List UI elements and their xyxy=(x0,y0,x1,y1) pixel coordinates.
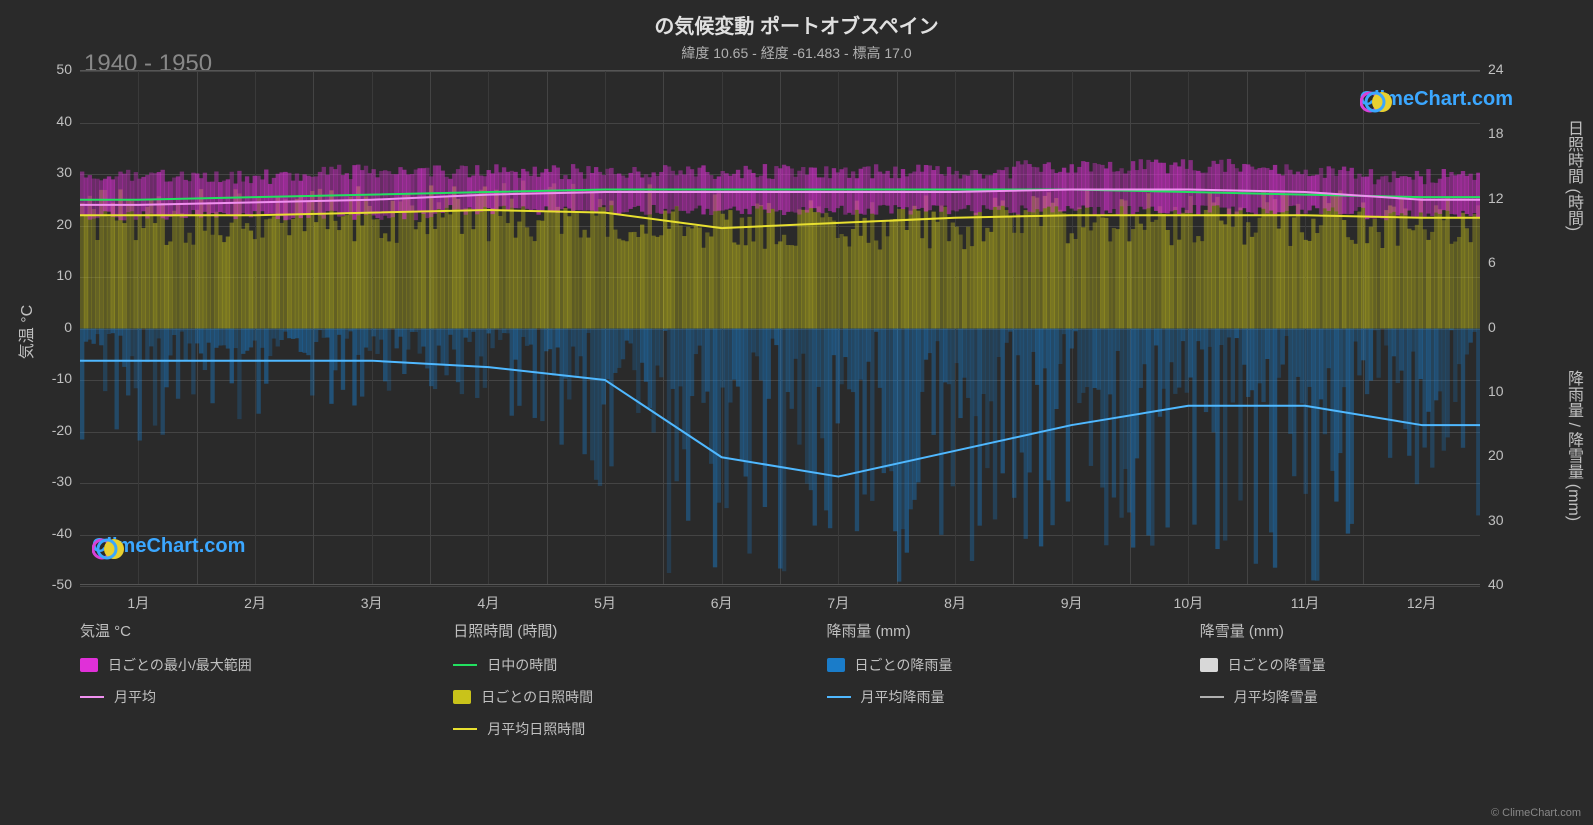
right-top-tick-label: 6 xyxy=(1488,254,1538,270)
legend-item: 日ごとの日照時間 xyxy=(453,687,786,707)
legend-item-label: 日ごとの降雨量 xyxy=(855,655,953,675)
legend-group: 降雨量 (mm) 日ごとの降雨量月平均降雨量 xyxy=(827,620,1160,751)
left-tick-label: -50 xyxy=(22,576,72,592)
legend-item: 月平均降雨量 xyxy=(827,687,1160,707)
plot-area xyxy=(80,70,1480,585)
legend-group-title: 気温 °C xyxy=(80,620,413,641)
month-label: 1月 xyxy=(98,593,178,613)
legend-item-label: 日中の時間 xyxy=(487,655,557,675)
month-label: 3月 xyxy=(332,593,412,613)
legend-item: 月平均日照時間 xyxy=(453,719,786,739)
left-tick-label: -40 xyxy=(22,525,72,541)
legend-item: 日中の時間 xyxy=(453,655,786,675)
legend-group-title: 降雪量 (mm) xyxy=(1200,620,1533,641)
legend-group-title: 降雨量 (mm) xyxy=(827,620,1160,641)
legend-group-title: 日照時間 (時間) xyxy=(453,620,786,641)
chart-svg xyxy=(80,71,1480,586)
left-tick-label: 40 xyxy=(22,113,72,129)
right-top-tick-label: 0 xyxy=(1488,319,1538,335)
right-top-tick-label: 24 xyxy=(1488,61,1538,77)
month-label: 8月 xyxy=(915,593,995,613)
right-bottom-tick-label: 40 xyxy=(1488,576,1538,592)
left-tick-label: -20 xyxy=(22,422,72,438)
legend-item: 月平均 xyxy=(80,687,413,707)
legend-group: 降雪量 (mm) 日ごとの降雪量月平均降雪量 xyxy=(1200,620,1533,751)
month-label: 5月 xyxy=(565,593,645,613)
left-tick-label: 10 xyxy=(22,267,72,283)
legend-line-icon xyxy=(1200,696,1224,698)
watermark-logo-icon xyxy=(92,535,128,563)
watermark-top: ClimeChart.com xyxy=(1360,88,1513,111)
legend-item-label: 月平均降雪量 xyxy=(1234,687,1318,707)
legend-swatch-icon xyxy=(827,658,845,672)
legend-item: 日ごとの降雪量 xyxy=(1200,655,1533,675)
credit: © ClimeChart.com xyxy=(1491,807,1581,819)
month-label: 6月 xyxy=(682,593,762,613)
legend-group: 気温 °C 日ごとの最小/最大範囲月平均 xyxy=(80,620,413,751)
legend-swatch-icon xyxy=(453,690,471,704)
legend-line-icon xyxy=(827,696,851,698)
legend-item-label: 日ごとの降雪量 xyxy=(1228,655,1326,675)
legend-item: 日ごとの降雨量 xyxy=(827,655,1160,675)
watermark-bottom: ClimeChart.com xyxy=(92,535,245,558)
legend-swatch-icon xyxy=(1200,658,1218,672)
legend-item: 日ごとの最小/最大範囲 xyxy=(80,655,413,675)
legend-line-icon xyxy=(453,728,477,730)
legend-group: 日照時間 (時間) 日中の時間日ごとの日照時間月平均日照時間 xyxy=(453,620,786,751)
legend-item-label: 月平均 xyxy=(114,687,156,707)
legend-item-label: 月平均日照時間 xyxy=(487,719,585,739)
month-label: 11月 xyxy=(1265,593,1345,613)
right-bottom-tick-label: 10 xyxy=(1488,383,1538,399)
right-axis-title-top: 日照時間 (時間) xyxy=(1561,120,1585,231)
month-label: 4月 xyxy=(448,593,528,613)
climate-chart: の気候変動 ポートオブスペイン 緯度 10.65 - 経度 -61.483 - … xyxy=(0,0,1593,825)
chart-subtitle: 緯度 10.65 - 経度 -61.483 - 標高 17.0 xyxy=(0,39,1593,63)
right-axis-title-bottom: 降雨量 / 降雪量 (mm) xyxy=(1561,370,1585,521)
left-tick-label: -10 xyxy=(22,370,72,386)
legend-line-icon xyxy=(453,664,477,666)
right-bottom-tick-label: 30 xyxy=(1488,512,1538,528)
legend-item-label: 日ごとの最小/最大範囲 xyxy=(108,655,252,675)
watermark-logo-icon xyxy=(1360,88,1396,116)
legend: 気温 °C 日ごとの最小/最大範囲月平均 日照時間 (時間) 日中の時間日ごとの日照時… xyxy=(80,620,1533,751)
left-tick-label: -30 xyxy=(22,473,72,489)
month-label: 9月 xyxy=(1032,593,1112,613)
month-label: 10月 xyxy=(1148,593,1228,613)
month-label: 2月 xyxy=(215,593,295,613)
legend-item: 月平均降雪量 xyxy=(1200,687,1533,707)
right-top-tick-label: 18 xyxy=(1488,125,1538,141)
legend-swatch-icon xyxy=(80,658,98,672)
right-top-tick-label: 12 xyxy=(1488,190,1538,206)
right-bottom-tick-label: 20 xyxy=(1488,447,1538,463)
left-tick-label: 30 xyxy=(22,164,72,180)
left-tick-label: 0 xyxy=(22,319,72,335)
month-label: 12月 xyxy=(1382,593,1462,613)
grid-line-h xyxy=(80,586,1480,587)
left-tick-label: 20 xyxy=(22,216,72,232)
left-tick-label: 50 xyxy=(22,61,72,77)
chart-title: の気候変動 ポートオブスペイン xyxy=(0,0,1593,39)
month-label: 7月 xyxy=(798,593,878,613)
legend-line-icon xyxy=(80,696,104,698)
legend-item-label: 月平均降雨量 xyxy=(861,687,945,707)
legend-item-label: 日ごとの日照時間 xyxy=(481,687,593,707)
